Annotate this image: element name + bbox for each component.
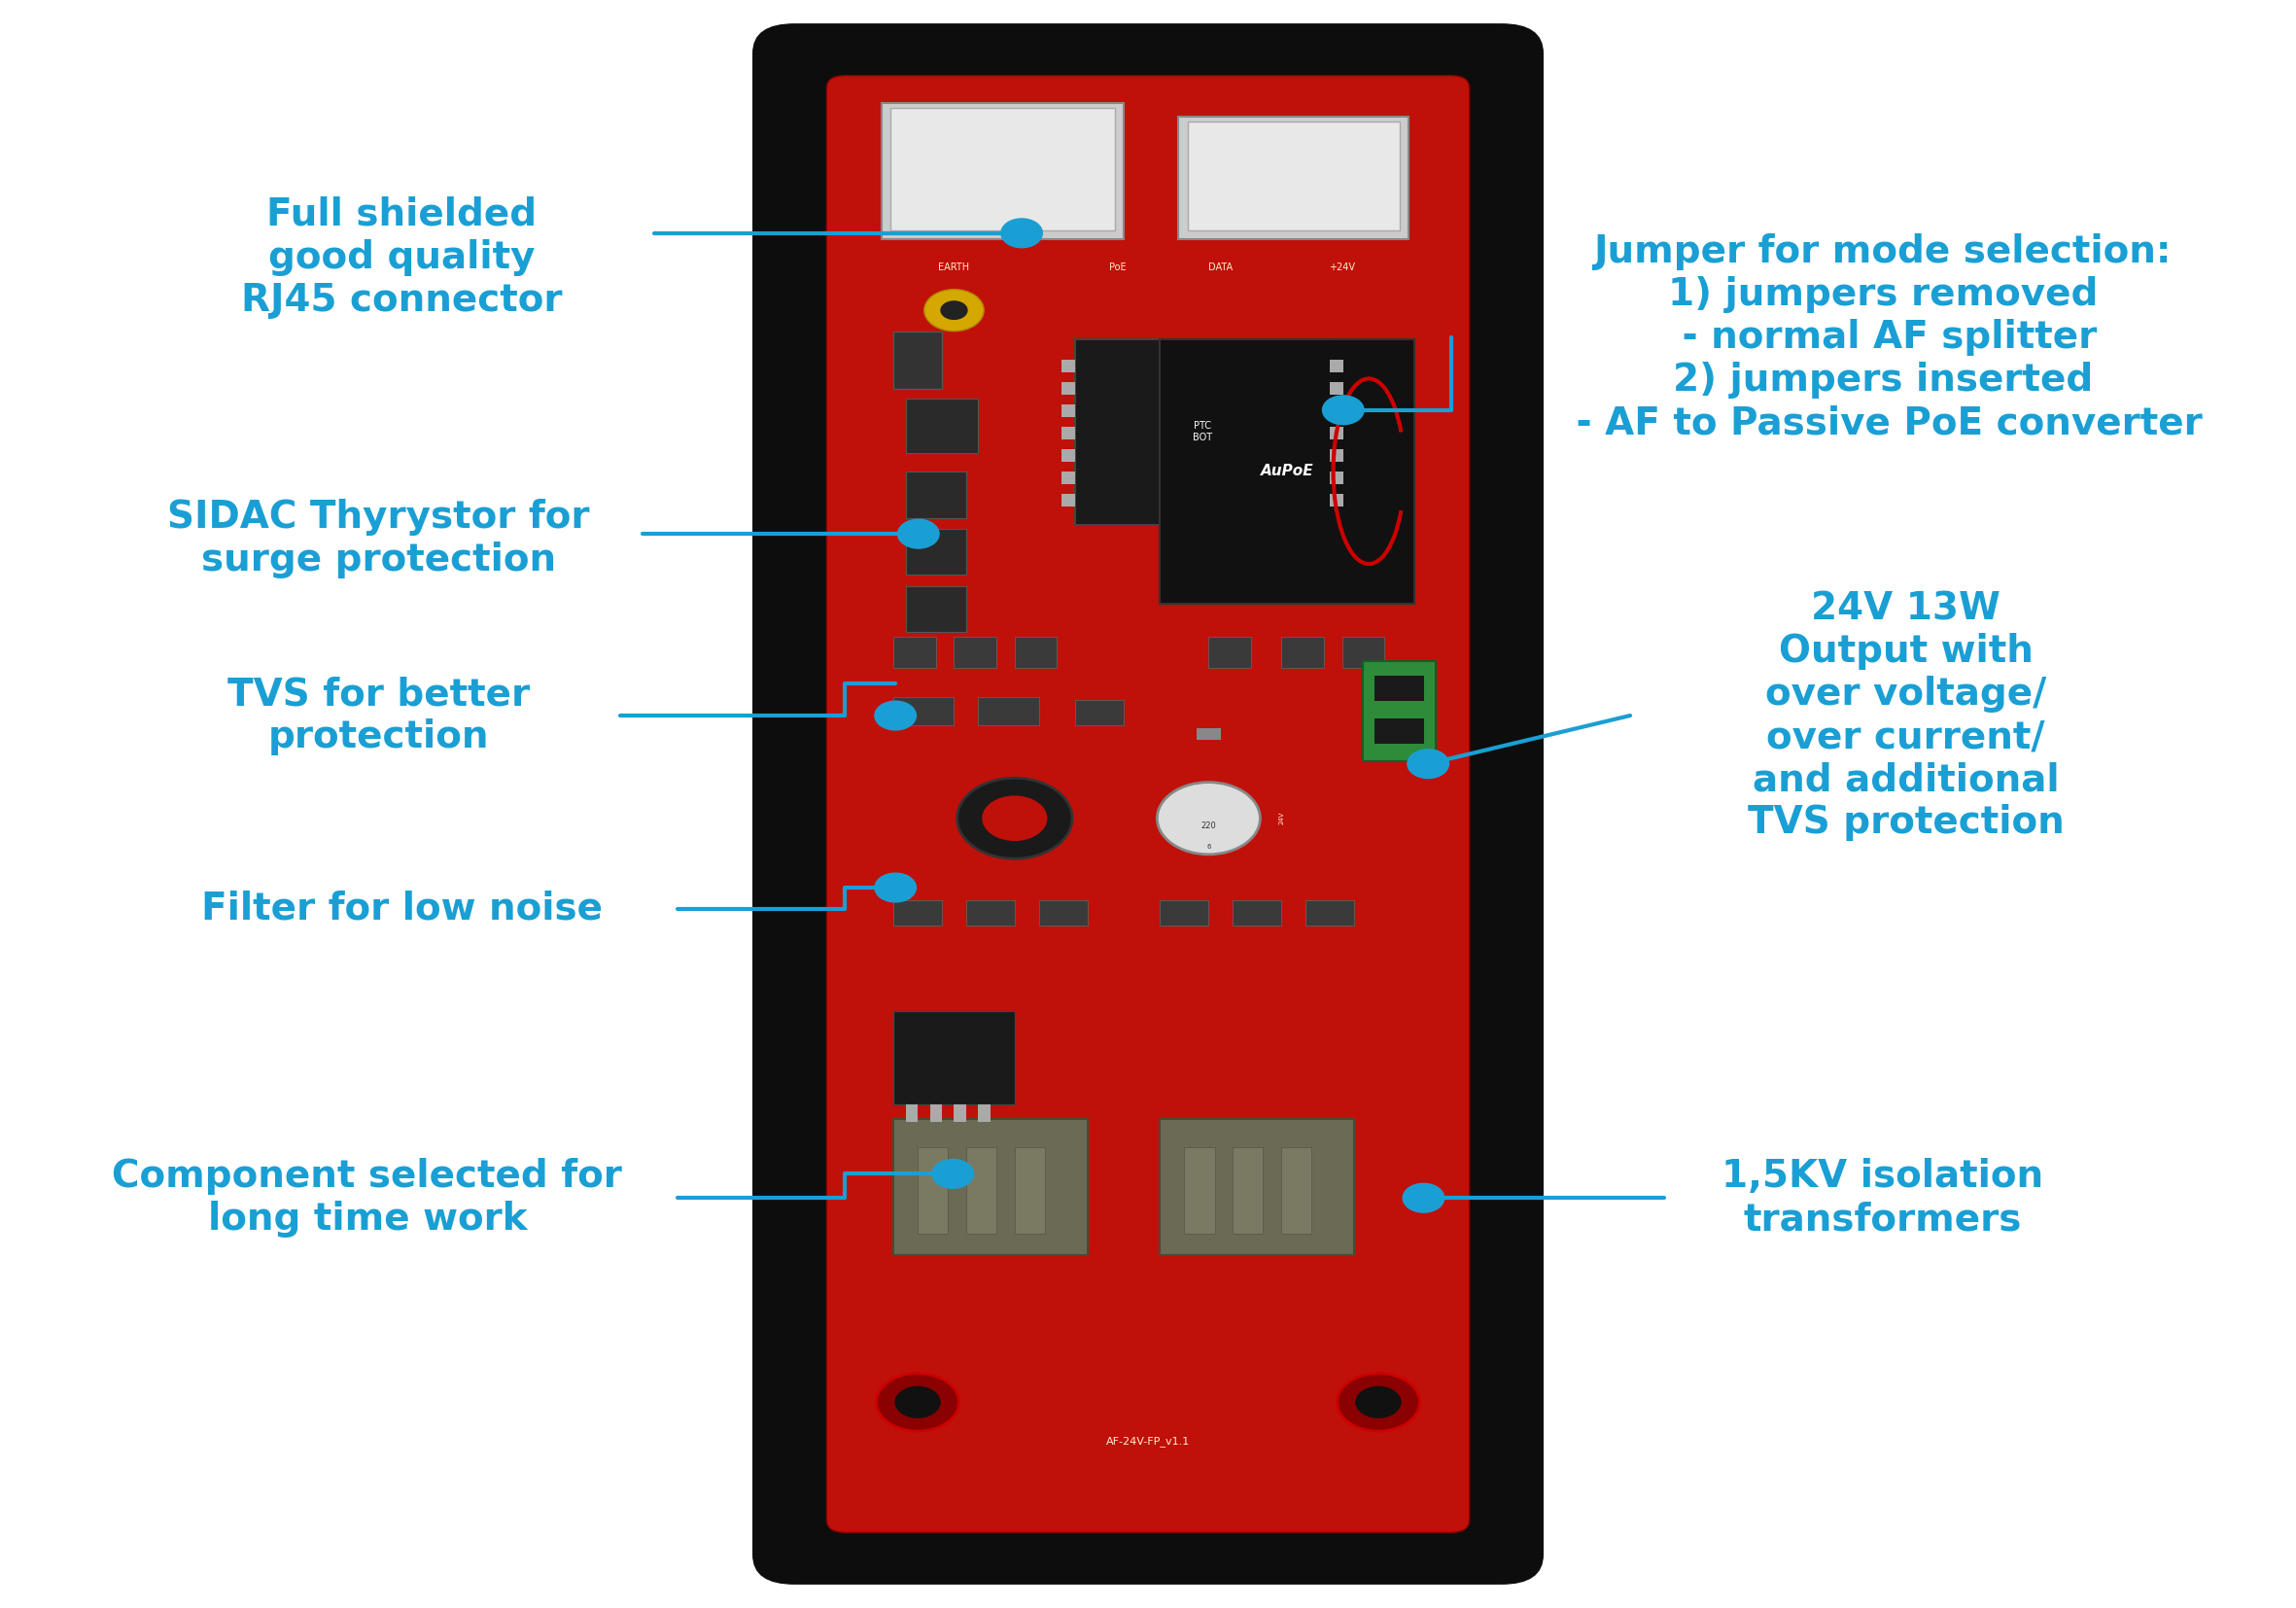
Text: Full shielded
good quality
RJ45 connector: Full shielded good quality RJ45 connecto…	[241, 196, 563, 318]
Bar	[930, 1105, 941, 1122]
Text: SIDAC Thyrystor for
surge protection: SIDAC Thyrystor for surge protection	[168, 498, 590, 579]
Text: 1,5KV isolation
transformers: 1,5KV isolation transformers	[1722, 1158, 2043, 1238]
Circle shape	[941, 301, 969, 320]
Bar	[1375, 719, 1424, 745]
Text: 6: 6	[1205, 844, 1210, 851]
Bar	[1281, 637, 1325, 667]
Bar	[1038, 900, 1088, 926]
Bar	[1281, 1148, 1311, 1233]
Text: PTC
BOT: PTC BOT	[1192, 421, 1212, 442]
Text: 220: 220	[1201, 822, 1217, 830]
Bar	[1159, 1119, 1355, 1254]
Circle shape	[1001, 219, 1042, 248]
Text: Jumper for mode selection:
1) jumpers removed
 - normal AF splitter
2) jumpers i: Jumper for mode selection: 1) jumpers re…	[1564, 233, 2202, 442]
Bar	[1375, 675, 1424, 701]
Bar	[1233, 900, 1281, 926]
Circle shape	[1403, 1183, 1444, 1212]
Bar	[1061, 381, 1075, 394]
Bar	[1061, 426, 1075, 439]
Circle shape	[932, 1159, 974, 1188]
Circle shape	[1336, 1373, 1419, 1431]
Bar	[955, 1105, 967, 1122]
Circle shape	[957, 778, 1072, 859]
Bar	[1306, 900, 1355, 926]
Bar	[1185, 1148, 1215, 1233]
Bar	[1061, 404, 1075, 416]
Text: DATA: DATA	[1208, 262, 1233, 272]
Bar	[918, 1148, 948, 1233]
Bar	[1233, 1148, 1263, 1233]
Circle shape	[875, 873, 916, 902]
Bar	[1015, 637, 1056, 667]
FancyBboxPatch shape	[753, 24, 1543, 1584]
Circle shape	[1407, 749, 1449, 778]
Bar	[1329, 449, 1343, 461]
Circle shape	[877, 1373, 960, 1431]
Text: 24V 13W
Output with
over voltage/
over current/
and additional
TVS protection: 24V 13W Output with over voltage/ over c…	[1747, 590, 2064, 841]
Circle shape	[1322, 396, 1364, 425]
Bar	[1061, 471, 1075, 484]
Bar	[905, 399, 978, 453]
Bar	[1061, 360, 1075, 373]
Text: PoE: PoE	[1109, 262, 1127, 272]
Bar	[978, 1105, 990, 1122]
Bar	[978, 696, 1038, 725]
Text: Component selected for
long time work: Component selected for long time work	[113, 1158, 622, 1238]
Bar	[1329, 471, 1343, 484]
Bar	[1075, 339, 1329, 524]
Bar	[1061, 449, 1075, 461]
Text: AF-24V-FP_v1.1: AF-24V-FP_v1.1	[1107, 1436, 1189, 1446]
Bar	[1329, 494, 1343, 507]
Bar	[1015, 1148, 1045, 1233]
Bar	[1159, 339, 1414, 603]
Bar	[967, 900, 1015, 926]
Bar	[893, 1011, 1015, 1105]
Bar	[905, 473, 967, 518]
Bar	[1329, 426, 1343, 439]
Bar	[1208, 637, 1251, 667]
Bar	[1178, 117, 1410, 238]
Circle shape	[895, 1386, 941, 1418]
Bar	[1341, 637, 1384, 667]
Text: +24V: +24V	[1329, 262, 1355, 272]
Bar	[1196, 728, 1221, 740]
Text: Filter for low noise: Filter for low noise	[202, 891, 602, 926]
Bar	[955, 637, 996, 667]
Circle shape	[925, 289, 985, 331]
Circle shape	[875, 701, 916, 730]
Bar	[882, 103, 1123, 238]
Bar	[905, 529, 967, 576]
Text: AuPoE: AuPoE	[1261, 465, 1313, 479]
Bar	[1364, 661, 1435, 761]
Circle shape	[898, 519, 939, 548]
Bar	[893, 696, 955, 725]
Bar	[905, 587, 967, 632]
Bar	[967, 1148, 996, 1233]
Text: TVS for better
protection: TVS for better protection	[227, 675, 530, 756]
Bar	[1329, 381, 1343, 394]
Bar	[1061, 494, 1075, 507]
Bar	[893, 637, 937, 667]
Bar	[1329, 360, 1343, 373]
Bar	[1159, 900, 1208, 926]
Text: 24V: 24V	[1279, 812, 1283, 825]
Circle shape	[1355, 1386, 1401, 1418]
Bar	[891, 108, 1114, 230]
Circle shape	[1157, 781, 1261, 854]
Bar	[893, 331, 941, 389]
Bar	[1329, 404, 1343, 416]
Bar	[893, 1119, 1088, 1254]
Bar	[905, 1105, 918, 1122]
Circle shape	[980, 794, 1047, 841]
Bar	[893, 900, 941, 926]
FancyBboxPatch shape	[827, 76, 1469, 1532]
Bar	[1187, 122, 1401, 230]
Text: EARTH: EARTH	[939, 262, 969, 272]
Bar	[1075, 699, 1123, 725]
